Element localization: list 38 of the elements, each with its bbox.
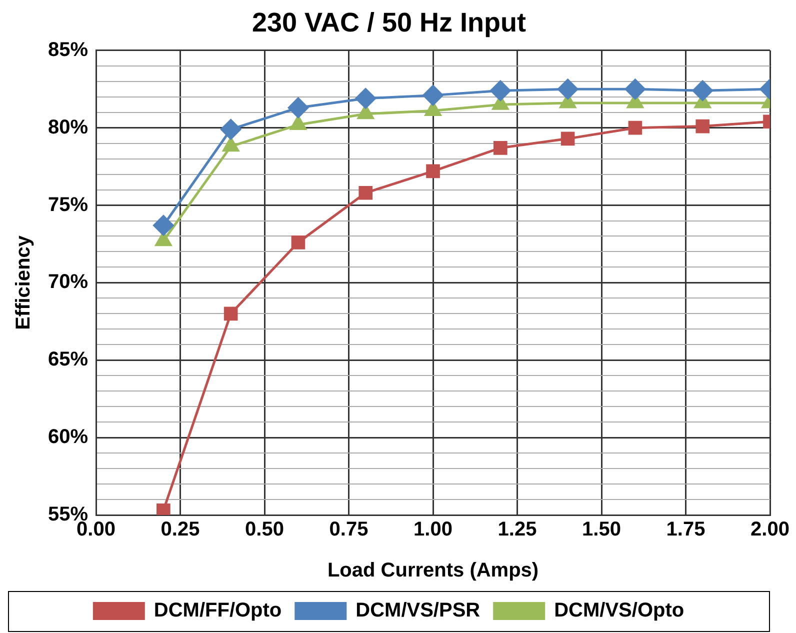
x-tick-label: 0.75	[329, 518, 368, 541]
point	[696, 119, 710, 134]
point	[355, 88, 376, 109]
y-tick-label: 75%	[48, 194, 88, 216]
x-tick-label: 2.00	[750, 518, 790, 541]
x-tick-label: 1.25	[498, 518, 537, 541]
point	[291, 236, 306, 250]
point	[422, 85, 444, 106]
legend-label: DCM/FF/Opto	[154, 600, 282, 622]
point	[490, 80, 511, 101]
y-tick-label: 65%	[48, 348, 88, 371]
y-axis-title: Efficiency	[12, 234, 35, 330]
point	[288, 97, 308, 118]
point	[153, 215, 174, 236]
y-tick-label: 80%	[48, 116, 88, 138]
point	[494, 141, 508, 155]
y-tick-label: 85%	[48, 38, 88, 61]
x-tick-label: 0.50	[245, 518, 284, 541]
x-tick-label: 0.25	[160, 518, 200, 541]
x-tick-label: 1.00	[414, 518, 452, 541]
chart-title: 230 VAC / 50 Hz Input	[252, 8, 526, 38]
point	[560, 132, 575, 146]
point	[358, 186, 373, 200]
point	[628, 120, 642, 135]
point	[624, 78, 646, 100]
x-tick-label: 1.75	[666, 518, 706, 541]
point	[692, 80, 713, 101]
x-axis-title: Load Currents (Amps)	[327, 560, 539, 582]
y-tick-label: 60%	[48, 426, 88, 448]
y-tick-label: 70%	[48, 271, 88, 294]
legend-label: DCM/VS/PSR	[356, 600, 481, 622]
point	[426, 164, 440, 178]
point	[558, 78, 578, 100]
x-tick-label: 1.50	[582, 518, 621, 541]
legend-label: DCM/VS/Opto	[554, 600, 684, 622]
point	[220, 119, 242, 140]
point	[224, 306, 238, 321]
point	[156, 503, 170, 515]
